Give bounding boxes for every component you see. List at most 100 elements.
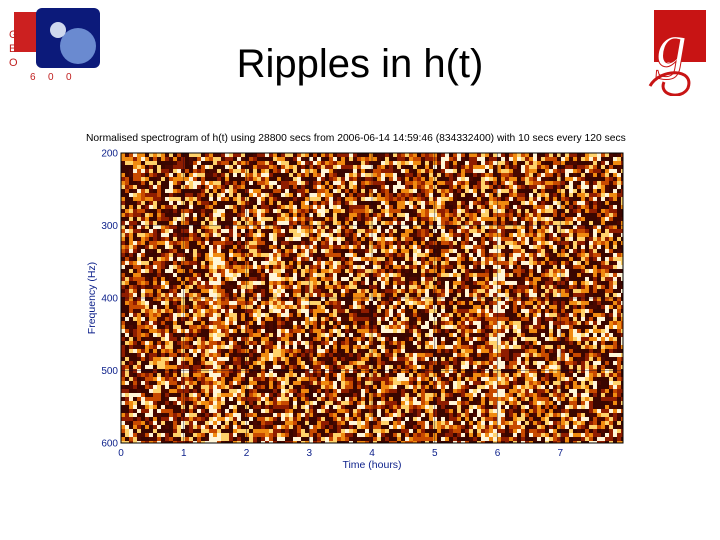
heatmap-cell (549, 329, 553, 333)
heatmap-cell (321, 201, 325, 205)
heatmap-cell (301, 317, 305, 321)
heatmap-cell (525, 289, 529, 293)
heatmap-cell (621, 161, 623, 165)
heatmap-cell (441, 229, 445, 233)
heatmap-cell (477, 333, 481, 337)
heatmap-cell (293, 345, 297, 349)
heatmap-cell (193, 261, 197, 265)
heatmap-cell (145, 301, 149, 305)
heatmap-cell (429, 261, 433, 265)
heatmap-cell (485, 297, 489, 301)
heatmap-cell (473, 233, 477, 237)
heatmap-cell (325, 285, 329, 289)
heatmap-cell (345, 357, 349, 361)
heatmap-cell (257, 269, 261, 273)
heatmap-cell (233, 193, 237, 197)
heatmap-cell (321, 169, 325, 173)
heatmap-cell (369, 161, 373, 165)
heatmap-cell (305, 301, 309, 305)
heatmap-cell (609, 297, 613, 301)
heatmap-cell (249, 221, 253, 225)
heatmap-cell (309, 273, 313, 277)
heatmap-cell (297, 293, 301, 297)
heatmap-cell (305, 293, 309, 297)
heatmap-cell (589, 257, 593, 261)
heatmap-cell (589, 353, 593, 357)
heatmap-cell (457, 229, 461, 233)
heatmap-cell (493, 189, 497, 193)
heatmap-cell (309, 169, 313, 173)
heatmap-cell (141, 273, 145, 277)
heatmap-cell (185, 353, 189, 357)
heatmap-cell (577, 293, 581, 297)
heatmap-cell (333, 169, 337, 173)
heatmap-cell (241, 305, 245, 309)
heatmap-cell (489, 337, 493, 341)
heatmap-cell (477, 293, 481, 297)
heatmap-cell (285, 193, 289, 197)
heatmap-cell (389, 305, 393, 309)
heatmap-cell (349, 345, 353, 349)
heatmap-cell (489, 357, 493, 361)
heatmap-cell (585, 277, 589, 281)
heatmap-cell (473, 217, 477, 221)
heatmap-cell (189, 217, 193, 221)
heatmap-cell (133, 261, 137, 265)
heatmap-cell (489, 193, 493, 197)
heatmap-cell (201, 321, 205, 325)
heatmap-cell (501, 285, 505, 289)
heatmap-cell (197, 237, 201, 241)
heatmap-cell (533, 293, 537, 297)
heatmap-cell (389, 313, 393, 317)
heatmap-cell (461, 209, 465, 213)
heatmap-cell (301, 225, 305, 229)
heatmap-cell (501, 237, 505, 241)
heatmap-cell (417, 317, 421, 321)
heatmap-cell (509, 197, 513, 201)
heatmap-cell (145, 333, 149, 337)
heatmap-cell (621, 337, 623, 341)
heatmap-cell (361, 273, 365, 277)
heatmap-cell (581, 165, 585, 169)
heatmap-cell (329, 153, 333, 157)
heatmap-cell (513, 317, 517, 321)
heatmap-cell (481, 177, 485, 181)
heatmap-cell (425, 353, 429, 357)
heatmap-cell (337, 241, 341, 245)
heatmap-cell (353, 337, 357, 341)
heatmap-cell (321, 241, 325, 245)
heatmap-cell (177, 217, 181, 221)
heatmap-cell (309, 253, 313, 257)
heatmap-cell (593, 265, 597, 269)
heatmap-cell (141, 157, 145, 161)
heatmap-cell (337, 165, 341, 169)
heatmap-cell (217, 153, 221, 157)
heatmap-cell (353, 309, 357, 313)
heatmap-cell (569, 265, 573, 269)
heatmap-cell (597, 349, 601, 353)
heatmap-cell (281, 185, 285, 189)
heatmap-cell (269, 245, 273, 249)
heatmap-cell (601, 153, 605, 157)
heatmap-cell (173, 353, 177, 357)
heatmap-cell (137, 233, 141, 237)
heatmap-cell (501, 273, 505, 277)
heatmap-cell (437, 237, 441, 241)
heatmap-cell (405, 169, 409, 173)
heatmap-cell (605, 237, 609, 241)
heatmap-cell (341, 245, 345, 249)
heatmap-cell (181, 313, 185, 317)
heatmap-cell (253, 157, 257, 161)
heatmap-cell (473, 165, 477, 169)
heatmap-cell (365, 213, 369, 217)
heatmap-cell (541, 353, 545, 357)
heatmap-cell (157, 305, 161, 309)
heatmap-cell (461, 201, 465, 205)
heatmap-cell (493, 277, 497, 281)
heatmap-cell (413, 281, 417, 285)
heatmap-cell (533, 169, 537, 173)
heatmap-cell (445, 253, 449, 257)
heatmap-cell (233, 357, 237, 361)
heatmap-cell (133, 229, 137, 233)
heatmap-cell (457, 237, 461, 241)
